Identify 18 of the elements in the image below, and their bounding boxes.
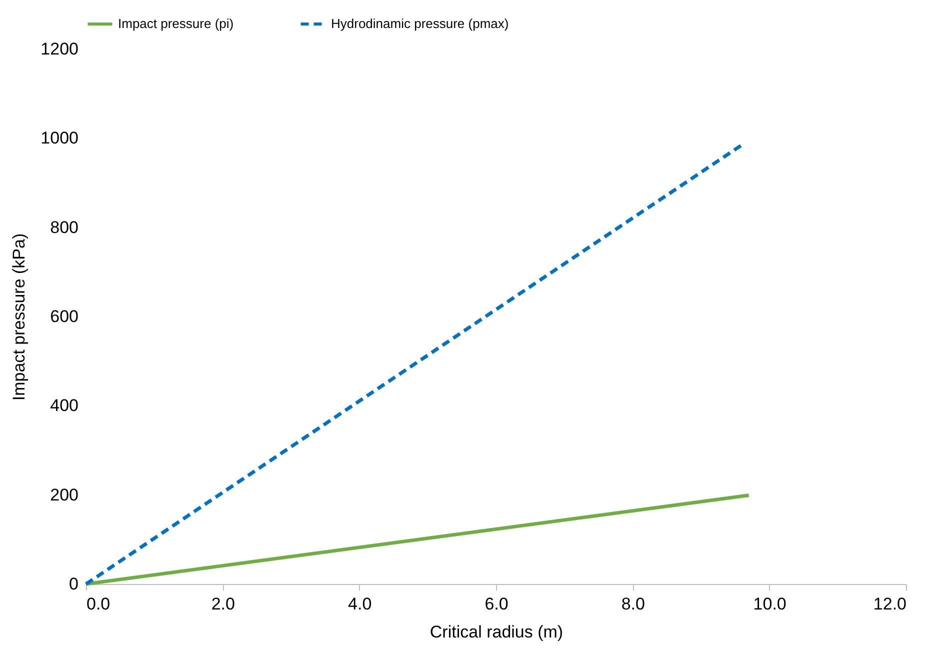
y-tick-label: 0 bbox=[69, 574, 78, 594]
x-tick-label: 0.0 bbox=[86, 594, 110, 614]
x-tick-label: 2.0 bbox=[211, 594, 235, 614]
x-tick-label: 8.0 bbox=[621, 594, 645, 614]
y-tick-label: 1000 bbox=[40, 128, 78, 148]
x-axis-title: Critical radius (m) bbox=[430, 622, 564, 642]
x-tick-label: 6.0 bbox=[484, 594, 508, 614]
x-tick-label: 12.0 bbox=[873, 594, 906, 614]
y-axis-title: Impact pressure (kPa) bbox=[10, 233, 29, 401]
y-tick-label: 400 bbox=[50, 396, 78, 416]
x-tick-label: 4.0 bbox=[348, 594, 372, 614]
x-tick-label: 10.0 bbox=[753, 594, 786, 614]
y-tick-label: 800 bbox=[50, 218, 78, 237]
legend-label: Impact pressure (pi) bbox=[118, 16, 234, 31]
y-tick-label: 600 bbox=[50, 307, 78, 326]
legend-label: Hydrodinamic pressure (pmax) bbox=[331, 16, 509, 31]
y-tick-label: 200 bbox=[50, 485, 78, 504]
y-tick-label: 1200 bbox=[40, 40, 78, 58]
